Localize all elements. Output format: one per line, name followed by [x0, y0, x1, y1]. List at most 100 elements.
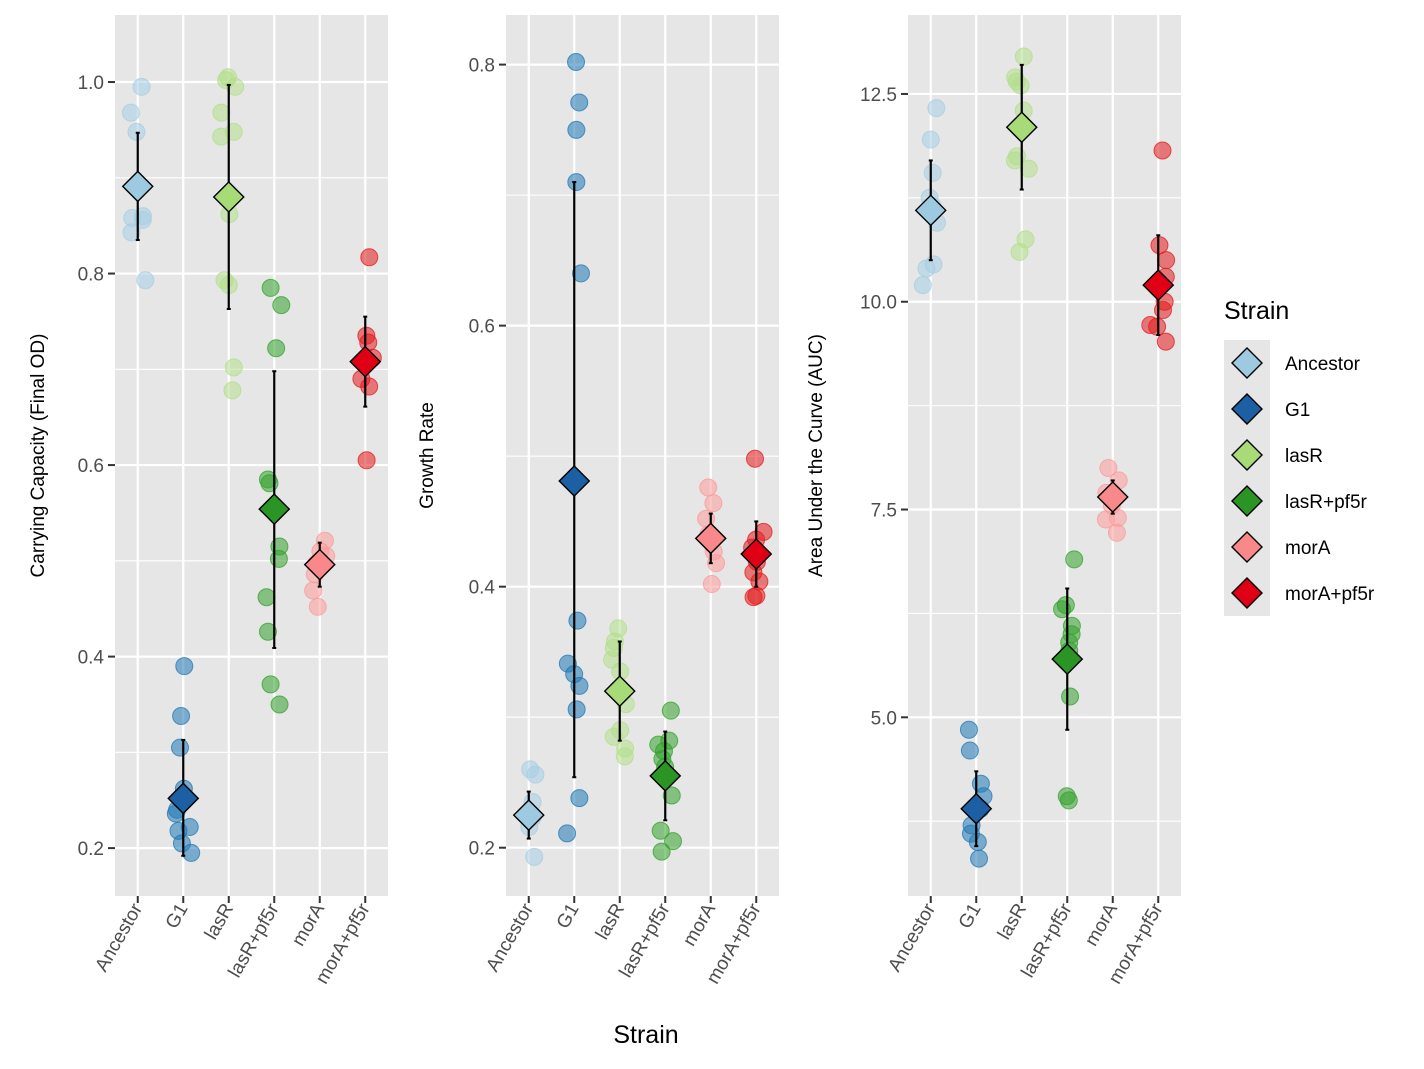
data-point: [652, 842, 671, 861]
data-point: [699, 478, 718, 497]
y-tick-label: 0.6: [469, 317, 495, 338]
mean-marker: [1051, 643, 1084, 676]
legend-key-background: [1224, 340, 1270, 616]
legend-title: Strain: [1224, 297, 1289, 325]
data-point: [1005, 151, 1024, 170]
legend-label: morA: [1285, 538, 1331, 559]
y-tick-label: 0.6: [78, 456, 104, 477]
y-axis-title: Area Under the Curve (AUC): [806, 334, 827, 577]
data-point: [567, 120, 586, 139]
x-tick-label: morA: [288, 900, 329, 950]
data-point: [308, 597, 327, 616]
legend-key-mora-pf5r: [1231, 577, 1263, 609]
data-point: [272, 296, 291, 315]
y-tick-label: 0.4: [78, 648, 105, 669]
data-point: [212, 127, 231, 146]
y-tick-label: 12.5: [860, 85, 897, 106]
y-tick-label: 7.5: [871, 501, 897, 522]
mean-marker: [512, 799, 545, 832]
y-tick-label: 0.8: [78, 265, 104, 286]
data-point: [960, 741, 979, 760]
data-point: [226, 77, 245, 96]
legend-key-lasr: [1231, 439, 1263, 471]
data-point: [570, 789, 589, 808]
data-point: [746, 449, 765, 468]
data-point: [132, 77, 151, 96]
data-point: [224, 358, 243, 377]
x-tick-label: lasR: [994, 900, 1031, 943]
data-point: [921, 130, 940, 149]
x-tick-label: morA: [679, 900, 720, 950]
panel-background: [506, 15, 779, 896]
x-tick-label: Ancestor: [91, 899, 147, 975]
data-point: [304, 581, 323, 600]
data-point: [182, 843, 201, 862]
x-tick-label: G1: [955, 900, 986, 932]
mean-marker: [740, 538, 773, 571]
mean-marker: [1142, 269, 1175, 302]
mean-marker: [349, 345, 382, 378]
data-point: [1153, 141, 1172, 160]
y-axis-title: Growth Rate: [417, 402, 438, 509]
data-point: [269, 549, 288, 568]
data-point: [568, 611, 587, 630]
data-point: [1148, 317, 1167, 336]
legend-label: morA+pf5r: [1285, 584, 1375, 605]
data-point: [707, 554, 726, 573]
panel-background: [115, 15, 388, 896]
data-point: [702, 575, 721, 594]
data-point: [1014, 47, 1033, 66]
data-point: [172, 706, 191, 725]
legend: Strain Ancestor G1 lasR lasR+pf5r morA morA+p…: [1224, 297, 1375, 616]
y-tick-label: 5.0: [871, 708, 897, 729]
data-point: [571, 264, 590, 283]
data-point: [1065, 550, 1084, 569]
data-point: [525, 847, 544, 866]
data-point: [1019, 159, 1038, 178]
y-tick-label: 0.8: [469, 56, 495, 77]
data-point: [360, 248, 379, 267]
y-tick-label: 1.0: [78, 73, 104, 94]
legend-label: lasR: [1285, 446, 1323, 467]
data-point: [1156, 332, 1175, 351]
y-axis-title: Carrying Capacity (Final OD): [28, 334, 49, 578]
data-point: [212, 103, 231, 122]
mean-marker: [258, 493, 291, 526]
data-point: [970, 849, 989, 868]
data-point: [615, 747, 634, 766]
data-point: [923, 163, 942, 182]
data-point: [357, 451, 376, 470]
legend-label: G1: [1285, 400, 1310, 421]
mean-marker: [694, 522, 727, 555]
data-point: [917, 259, 936, 278]
data-point: [267, 339, 286, 358]
data-point: [261, 278, 280, 297]
mean-marker: [914, 194, 947, 227]
mean-marker: [649, 759, 682, 792]
data-point: [913, 276, 932, 295]
data-point: [661, 701, 680, 720]
x-tick-label: lasR: [592, 900, 629, 943]
data-point: [567, 52, 586, 71]
data-point: [651, 821, 670, 840]
data-point: [1150, 236, 1169, 255]
data-point: [567, 173, 586, 192]
mean-marker: [167, 782, 200, 815]
mean-marker: [1096, 481, 1129, 514]
legend-key-mora: [1231, 531, 1263, 563]
mean-marker: [1005, 111, 1038, 144]
data-point: [170, 738, 189, 757]
x-tick-label: G1: [553, 900, 584, 932]
data-point: [122, 223, 141, 242]
data-point: [359, 333, 378, 352]
data-point: [270, 695, 289, 714]
data-point: [1059, 791, 1078, 810]
mean-marker: [603, 675, 636, 708]
y-tick-label: 0.2: [469, 839, 495, 860]
data-point: [570, 93, 589, 112]
data-point: [959, 720, 978, 739]
